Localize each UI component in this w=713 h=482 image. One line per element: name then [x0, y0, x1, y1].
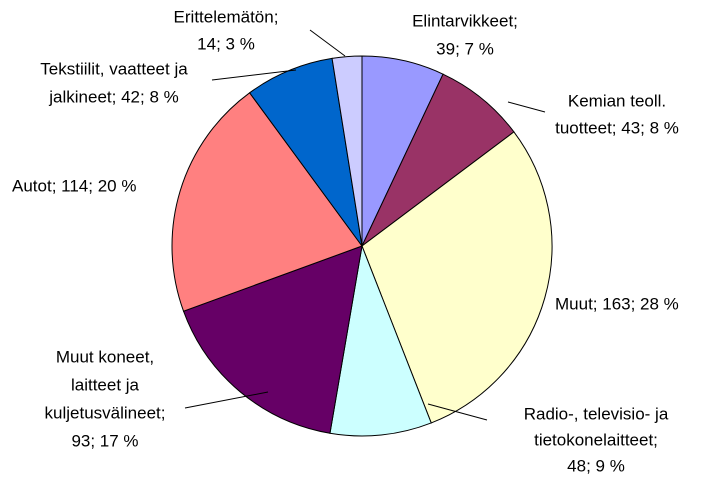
slice-label: tietokonelaitteet; — [534, 430, 658, 449]
slice-label: Elintarvikkeet; — [412, 11, 518, 30]
pie-slice — [171, 92, 363, 312]
slice-label: 14; 3 % — [197, 34, 255, 53]
leader-line — [184, 391, 269, 409]
slice-label: laitteet ja — [71, 375, 140, 394]
slice-label: Tekstiilit, vaatteet ja — [40, 59, 188, 78]
slice-label: kuljetusvälineet; — [45, 403, 166, 422]
pie-slice — [331, 55, 363, 247]
slice-label: Autot; 114; 20 % — [12, 176, 136, 195]
pie-slice — [361, 73, 515, 247]
slice-label: tuotteet; 43; 8 % — [555, 118, 679, 137]
slice-label: 39; 7 % — [436, 39, 494, 58]
pie-slice — [182, 245, 363, 434]
slice-label: Kemian teoll. — [568, 91, 666, 110]
pie-slice — [329, 244, 432, 437]
leader-line — [309, 29, 346, 57]
leader-line — [427, 403, 488, 421]
slice-label: jalkineet; 42; 8 % — [48, 87, 178, 106]
leader-line — [507, 101, 546, 113]
slice-label: 93; 17 % — [71, 431, 138, 450]
leader-line — [211, 69, 297, 81]
slice-label: 48; 9 % — [567, 456, 625, 475]
slice-label: Erittelemätön; — [174, 7, 279, 26]
slice-label: Muut; 163; 28 % — [555, 294, 679, 313]
slice-label: Radio-, televisio- ja — [524, 404, 669, 423]
pie-slice — [361, 131, 553, 424]
slice-label: Muut koneet, — [56, 347, 154, 366]
